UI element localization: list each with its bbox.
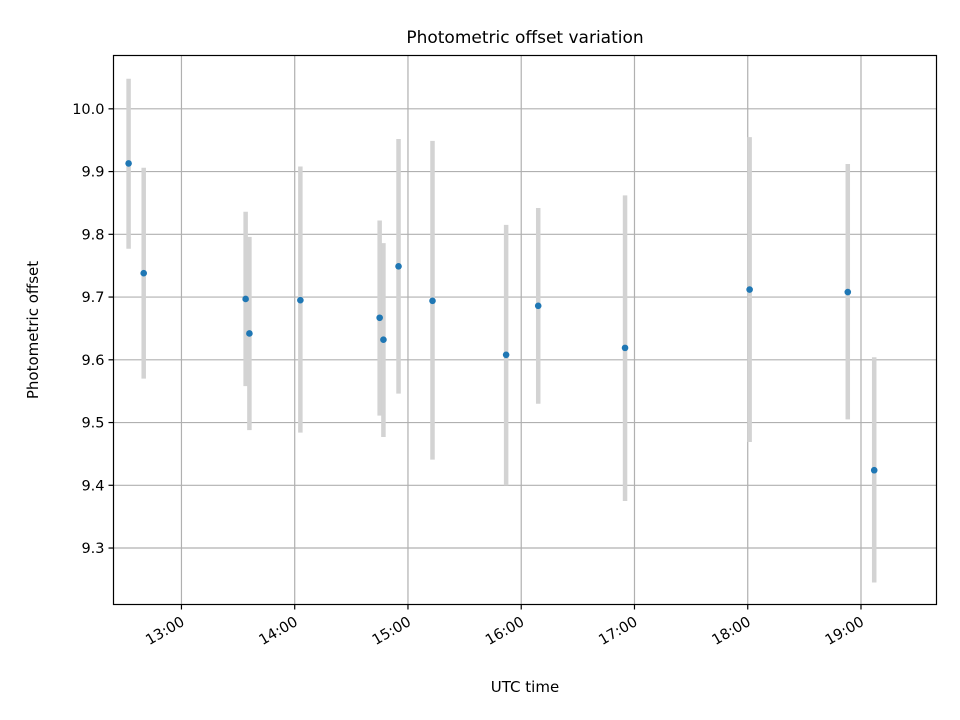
data-point [746, 286, 753, 293]
plot-frame [112, 54, 938, 606]
grid [113, 55, 937, 605]
data-point [844, 288, 852, 296]
x-tick-label: 19:00 [823, 614, 867, 649]
x-tick-label: 15:00 [370, 614, 414, 649]
data-point [395, 263, 402, 270]
data-points [125, 160, 878, 474]
chart-title: Photometric offset variation [406, 28, 643, 48]
y-tick-label: 9.8 [81, 227, 104, 243]
y-tick-label: 9.5 [81, 416, 104, 432]
data-point [429, 297, 436, 305]
x-tick-label: 17:00 [596, 614, 640, 649]
x-tick-label: 16:00 [483, 614, 527, 649]
y-tick-label: 9.4 [81, 478, 104, 494]
data-point [502, 351, 510, 359]
y-tick-label: 9.9 [81, 165, 104, 181]
y-tick-label: 10.0 [72, 102, 104, 118]
data-point [870, 466, 878, 474]
x-axis-label: UTC time [491, 678, 559, 696]
data-point [246, 330, 253, 337]
x-tick-label: 14:00 [257, 614, 301, 649]
data-point [376, 314, 383, 322]
y-tick-label: 9.7 [81, 290, 104, 306]
y-tick-label: 9.3 [81, 541, 104, 557]
x-axis-ticks: 13:00 14:00 15:00 16:00 17:00 18:00 19:00 [143, 604, 867, 649]
data-point [534, 302, 542, 310]
data-point [140, 269, 148, 277]
y-axis-ticks: 9.3 9.4 9.5 9.6 9.7 9.8 9.9 10.0 [72, 102, 114, 557]
x-tick-label: 13:00 [143, 614, 187, 649]
y-axis-label: Photometric offset [24, 261, 42, 399]
data-point [380, 336, 387, 344]
data-point [621, 344, 629, 352]
data-point [242, 295, 249, 303]
y-tick-label: 9.6 [81, 353, 104, 369]
data-point [297, 296, 304, 304]
x-tick-label: 18:00 [710, 614, 754, 649]
data-point [125, 160, 132, 167]
error-bars [126, 78, 877, 583]
